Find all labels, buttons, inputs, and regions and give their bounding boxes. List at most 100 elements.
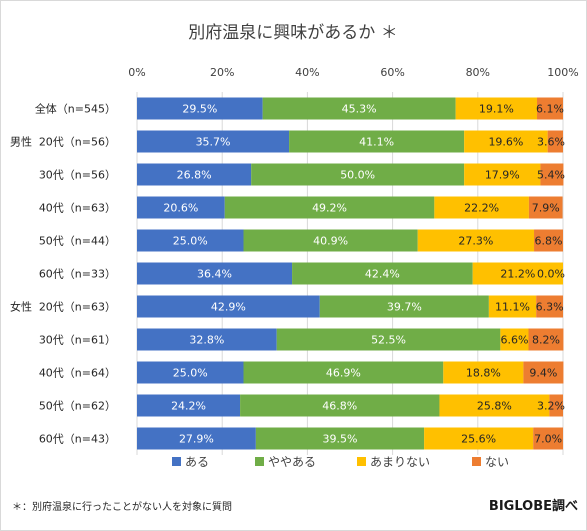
data-label: 35.7% bbox=[196, 136, 231, 149]
bar-segment bbox=[540, 163, 564, 186]
legend-swatch bbox=[357, 457, 366, 466]
data-label: 3.6% bbox=[537, 136, 565, 149]
bar-segment bbox=[417, 229, 535, 252]
bar-segment bbox=[137, 262, 293, 285]
bar-segment bbox=[536, 295, 563, 318]
bar-segment bbox=[549, 394, 563, 417]
bar-segment bbox=[319, 295, 489, 318]
data-label: 46.9% bbox=[326, 367, 361, 380]
group-label: 女性 bbox=[10, 300, 32, 314]
bar-segment bbox=[439, 394, 550, 417]
bar-segment bbox=[537, 97, 563, 120]
data-label: 42.4% bbox=[365, 268, 400, 281]
bar-segment bbox=[137, 97, 263, 120]
data-label: 3.2% bbox=[537, 400, 565, 413]
data-label: 8.2% bbox=[532, 334, 560, 347]
bar-segment bbox=[292, 262, 473, 285]
bar-segment bbox=[472, 262, 563, 285]
legend-label: あまりない bbox=[370, 455, 430, 469]
category-label: 50代（n=62） bbox=[39, 400, 116, 413]
data-label: 49.2% bbox=[312, 202, 347, 215]
bar-segment bbox=[464, 163, 541, 186]
data-label: 20.6% bbox=[163, 202, 198, 215]
bar-segment bbox=[137, 361, 244, 384]
legend-label: ある bbox=[185, 455, 209, 469]
data-label: 11.1% bbox=[495, 301, 530, 314]
data-label: 36.4% bbox=[197, 268, 232, 281]
category-label: 50代（n=44） bbox=[39, 235, 116, 248]
data-label: 7.9% bbox=[532, 202, 560, 215]
category-label: 30代（n=56） bbox=[39, 169, 116, 182]
data-label: 32.8% bbox=[189, 334, 224, 347]
legend-swatch bbox=[255, 457, 264, 466]
bar-segment bbox=[434, 196, 529, 219]
data-label: 27.9% bbox=[179, 433, 214, 446]
bar-segment bbox=[500, 328, 529, 351]
data-label: 46.8% bbox=[322, 400, 357, 413]
category-label: 40代（n=63） bbox=[39, 202, 116, 215]
bar-segment bbox=[276, 328, 501, 351]
data-label: 52.5% bbox=[371, 334, 406, 347]
data-label: 0.0% bbox=[537, 268, 565, 281]
bar-segment bbox=[289, 130, 465, 153]
x-tick-label: 100% bbox=[547, 66, 578, 79]
x-tick-label: 80% bbox=[466, 66, 490, 79]
bar-segment bbox=[488, 295, 537, 318]
bar-segment bbox=[137, 394, 241, 417]
bar-segment bbox=[137, 130, 290, 153]
data-label: 25.6% bbox=[461, 433, 496, 446]
bar-segment bbox=[137, 427, 256, 450]
data-label: 39.5% bbox=[323, 433, 358, 446]
bar-segment bbox=[224, 196, 435, 219]
group-label: 男性 bbox=[10, 135, 32, 149]
data-label: 7.0% bbox=[534, 433, 562, 446]
category-label: 60代（n=33） bbox=[39, 268, 116, 281]
bar-segment bbox=[137, 328, 277, 351]
data-label: 26.8% bbox=[177, 169, 212, 182]
data-label: 9.4% bbox=[529, 367, 557, 380]
bar-segment bbox=[243, 361, 444, 384]
data-label: 5.4% bbox=[537, 169, 565, 182]
bar-area: 29.5% 45.3% 19.1% 6.1% 35.7% 41.1% 19.6% 3.6% 26… bbox=[137, 97, 565, 450]
data-label: 21.2% bbox=[500, 268, 535, 281]
legend-swatch bbox=[472, 457, 481, 466]
bar-segment bbox=[528, 196, 563, 219]
x-tick-label: 40% bbox=[295, 66, 319, 79]
legend-label: ない bbox=[485, 455, 509, 469]
data-label: 25.8% bbox=[477, 400, 512, 413]
chart-title: 別府温泉に興味があるか ＊ bbox=[188, 23, 397, 43]
data-label: 25.0% bbox=[173, 235, 208, 248]
bar-segment bbox=[137, 163, 252, 186]
category-labels: 全体（n=545） 20代（n=56） 男性 30代（n=56） 40代（n=63） 50… bbox=[10, 102, 116, 446]
data-label: 42.9% bbox=[211, 301, 246, 314]
data-label: 29.5% bbox=[182, 103, 217, 116]
bar-segment bbox=[251, 163, 465, 186]
bar-segment bbox=[137, 196, 225, 219]
bar-segment bbox=[262, 97, 456, 120]
data-label: 41.1% bbox=[359, 136, 394, 149]
data-label: 22.2% bbox=[464, 202, 499, 215]
category-label: 20代（n=63） bbox=[39, 301, 116, 314]
x-axis-ticks: 0% 20% 40% 60% 80% 100% bbox=[128, 66, 578, 79]
bar-segment bbox=[243, 229, 418, 252]
bar-segment bbox=[137, 229, 244, 252]
data-label: 50.0% bbox=[340, 169, 375, 182]
data-label: 45.3% bbox=[342, 103, 377, 116]
data-label: 6.8% bbox=[535, 235, 563, 248]
category-label: 全体（n=545） bbox=[35, 102, 116, 116]
data-label: 18.8% bbox=[466, 367, 501, 380]
legend: ある ややある あまりない ない bbox=[172, 455, 509, 469]
bar-segment bbox=[455, 97, 538, 120]
category-label: 20代（n=56） bbox=[39, 136, 116, 149]
x-tick-label: 0% bbox=[128, 66, 145, 79]
category-label: 60代（n=43） bbox=[39, 433, 116, 446]
bar-segment bbox=[547, 130, 563, 153]
data-label: 6.6% bbox=[500, 334, 528, 347]
data-label: 19.1% bbox=[479, 103, 514, 116]
source-brand: BIGLOBE調べ bbox=[489, 498, 578, 514]
bar-segment bbox=[533, 427, 563, 450]
bar-segment bbox=[528, 328, 564, 351]
data-label: 25.0% bbox=[173, 367, 208, 380]
data-label: 39.7% bbox=[387, 301, 422, 314]
x-tick-label: 60% bbox=[380, 66, 404, 79]
